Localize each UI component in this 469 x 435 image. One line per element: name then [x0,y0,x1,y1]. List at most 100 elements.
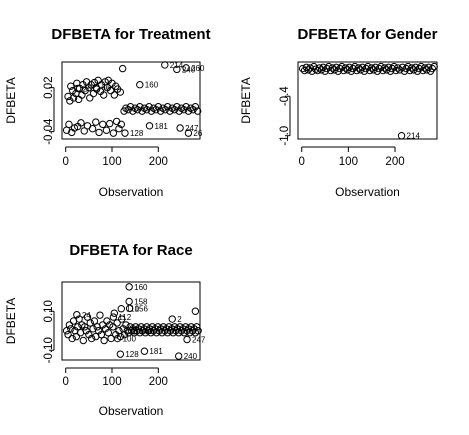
data-point [341,64,350,72]
chart-title: DFBETA for Gender [297,26,437,43]
data-point [90,317,99,325]
point-label: 214 [407,132,421,141]
data-point [351,62,359,71]
data-point [99,120,107,129]
data-point [362,64,370,73]
y-axis-label: DFBETA [4,77,18,123]
data-point [415,64,423,73]
data-point-labeled [92,83,100,92]
data-point [105,119,114,128]
data-point [64,330,72,339]
x-tick-label: 0 [63,376,69,388]
data-point [182,103,190,111]
data-point [113,319,121,327]
plot-frame [61,61,201,140]
data-point [104,329,113,337]
point-label: 214 [170,61,184,70]
data-point-labeled [168,315,176,323]
data-point-labeled [125,283,133,291]
y-tick-label: -0.10 [43,337,55,363]
data-point [80,127,88,135]
data-point-labeled [174,352,183,360]
data-point [118,315,126,323]
x-tick-label: 0 [299,156,305,168]
data-point [94,76,102,85]
data-point-labeled [184,129,193,137]
point-label: 66 [101,84,110,93]
point-label: 260 [191,64,205,73]
data-point-labeled [183,335,191,344]
data-point [417,62,425,71]
data-point [349,64,357,73]
data-point [308,67,316,75]
data-point [79,336,88,345]
dfbeta-panel-2: DFBETA for Gender 0 100 200 Observation -1.0 -… [239,26,438,199]
data-point [298,64,307,73]
point-label: 2 [177,315,182,324]
data-point [384,63,393,71]
x-tick-label: 100 [339,156,358,168]
y-tick-label: -1.0 [279,126,291,146]
data-point [77,119,85,127]
data-point-labeled [113,334,122,343]
data-point [358,63,367,71]
data-point [95,128,103,137]
data-point [69,94,78,102]
plot-frame [61,281,201,361]
point-label: 156 [135,304,149,313]
x-axis-label: Observation [99,185,164,199]
point-label: 158 [134,298,148,307]
point-label: 240 [184,352,198,361]
x-axis-label: Observation [335,185,400,199]
data-point [145,103,153,111]
data-point [304,66,312,74]
data-point [112,117,121,126]
data-point-labeled [121,129,129,137]
data-point-labeled [397,132,406,140]
data-point [118,64,127,73]
point-label: 110 [126,305,139,314]
data-point [62,327,71,335]
data-point [328,64,337,72]
data-point [364,62,372,71]
data-point [96,311,104,319]
data-point [115,125,123,133]
y-tick-label: 0.10 [43,300,55,322]
data-point [367,64,376,72]
y-tick-label: -0.4 [279,86,291,106]
point-label: 128 [130,129,144,138]
data-point [75,315,83,323]
data-point [394,64,402,72]
data-point [424,63,433,71]
data-point [325,62,333,71]
data-point [136,103,144,111]
data-point-labeled [130,327,138,335]
point-label: 100 [123,335,137,344]
data-point [83,313,92,321]
data-point [102,126,111,134]
y-tick-label: 0.02 [43,76,55,98]
data-point [381,64,389,72]
data-point-labeled [182,64,190,72]
data-point [65,120,73,129]
data-point [99,91,108,99]
point-label: 128 [125,350,139,359]
chart-title: DFBETA for Treatment [51,26,210,43]
data-point-labeled [136,81,144,89]
point-label: 143 [139,327,153,336]
data-point [315,64,324,72]
data-point-labeled [73,311,81,319]
data-point-labeled [161,61,169,69]
data-point [74,323,82,331]
data-point [72,332,81,341]
data-point-labeled [74,84,82,93]
data-point-labeled [191,307,200,315]
data-point [154,103,163,111]
x-tick-label: 200 [149,376,168,388]
plot-frame [297,61,438,140]
data-point [312,65,320,73]
data-point [193,107,202,115]
data-point [408,64,416,72]
point-label: 160 [145,81,159,90]
